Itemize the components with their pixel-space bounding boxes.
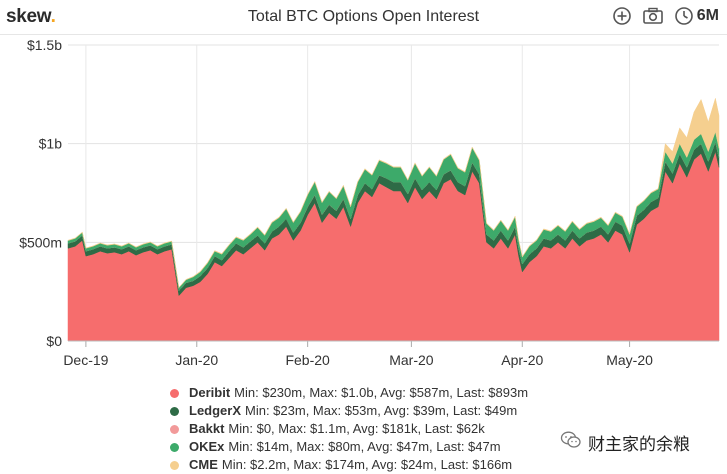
legend-color-dot [170, 442, 179, 452]
wechat-icon [560, 430, 582, 455]
time-range-label: 6M [696, 7, 719, 24]
y-axis: $1.5b $1b $500m $0 [19, 37, 62, 349]
legend-series-stats: Min: $23m, Max: $53m, Avg: $39m, Last: $… [245, 403, 518, 418]
chart-header: skew. Total BTC Options Open Interest 6M [0, 0, 727, 35]
x-axis: Dec-19 Jan-20 Feb-20 Mar-20 Apr-20 May-20 [63, 340, 719, 368]
legend-color-dot [170, 460, 179, 470]
watermark-text: 财主家的余粮 [588, 435, 690, 454]
y-tick-label: $0 [46, 333, 62, 349]
open-interest-chart: $1.5b $1b $500m $0 Dec-19 Jan-20 Feb-20 Mar-20… [19, 37, 720, 368]
legend-series-stats: Min: $0, Max: $1.1m, Avg: $181k, Last: $… [228, 421, 485, 436]
legend-series-stats: Min: $14m, Max: $80m, Avg: $47m, Last: $… [228, 439, 501, 454]
legend-series-name: LedgerX [189, 403, 242, 418]
legend-series-stats: Min: $2.2m, Max: $174m, Avg: $24m, Last:… [221, 457, 513, 472]
x-tick-label: Jan-20 [175, 352, 218, 368]
series-area-cme[interactable] [67, 98, 720, 289]
add-circle-icon[interactable] [612, 6, 632, 26]
legend-item-deribit[interactable]: Deribit Min: $230m, Max: $1.0b, Avg: $587… [170, 384, 528, 402]
chart-toolbar: 6M [612, 6, 719, 26]
legend-series-stats: Min: $230m, Max: $1.0b, Avg: $587m, Last… [234, 385, 529, 400]
x-tick-label: Dec-19 [63, 352, 108, 368]
logo-dot: . [50, 6, 56, 27]
time-range-selector[interactable]: 6M [674, 6, 719, 26]
y-tick-label: $1.5b [27, 37, 62, 53]
legend-series-name: Bakkt [189, 421, 225, 436]
legend-series-name: Deribit [189, 385, 231, 400]
legend-series-name: CME [189, 457, 218, 472]
skew-logo[interactable]: skew. [6, 6, 56, 28]
logo-text: skew [6, 6, 51, 27]
legend-color-dot [170, 424, 179, 434]
x-tick-label: Feb-20 [285, 352, 330, 368]
legend-item-okex[interactable]: OKEx Min: $14m, Max: $80m, Avg: $47m, Las… [170, 438, 528, 456]
legend-item-ledgerx[interactable]: LedgerX Min: $23m, Max: $53m, Avg: $39m, … [170, 402, 528, 420]
legend-item-cme[interactable]: CME Min: $2.2m, Max: $174m, Avg: $24m, La… [170, 456, 528, 474]
camera-icon[interactable] [642, 6, 664, 26]
chart-title: Total BTC Options Open Interest [247, 8, 480, 25]
watermark: 财主家的余粮 [560, 430, 690, 455]
x-tick-label: May-20 [606, 352, 653, 368]
chart-legend: Deribit Min: $230m, Max: $1.0b, Avg: $587… [170, 384, 528, 474]
chart-areas [67, 98, 720, 342]
legend-item-bakkt[interactable]: Bakkt Min: $0, Max: $1.1m, Avg: $181k, La… [170, 420, 528, 438]
y-tick-label: $500m [19, 234, 62, 250]
y-tick-label: $1b [39, 136, 63, 152]
legend-color-dot [170, 388, 179, 398]
clock-icon [674, 6, 694, 26]
legend-color-dot [170, 406, 179, 416]
x-tick-label: Mar-20 [389, 352, 434, 368]
x-tick-label: Apr-20 [501, 352, 543, 368]
legend-series-name: OKEx [189, 439, 225, 454]
